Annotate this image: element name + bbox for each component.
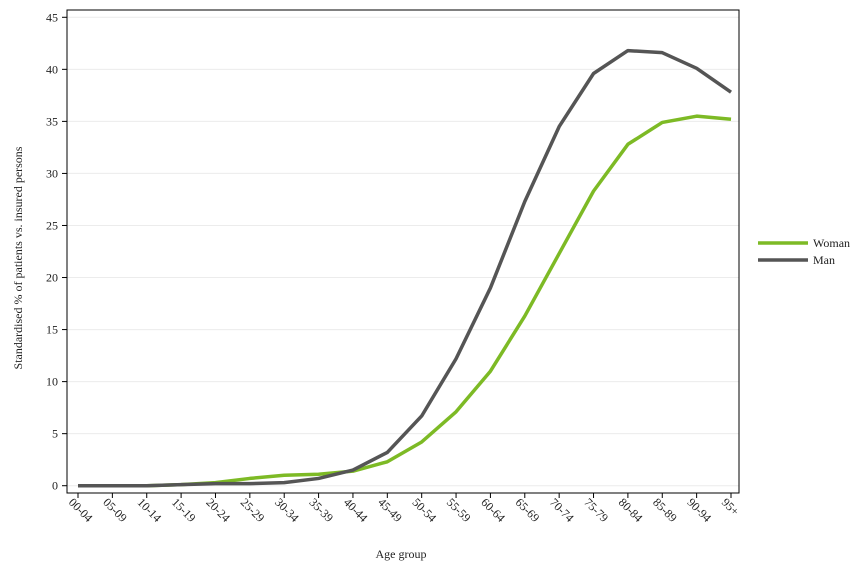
data-line <box>78 48 733 488</box>
plot-frame <box>66 9 740 494</box>
x-tick-label: 90-94 <box>685 495 715 525</box>
y-tick-label: 40 <box>46 62 58 76</box>
y-tick-label: 10 <box>46 375 58 389</box>
x-tick-label: 05-09 <box>100 495 130 525</box>
x-tick-label: 10-14 <box>135 495 165 525</box>
x-axis-label: Age group <box>376 547 427 561</box>
x-tick-label: 15-19 <box>169 495 199 525</box>
x-tick-label: 25-29 <box>238 495 268 525</box>
y-tick-label: 15 <box>46 323 58 337</box>
x-tick-label: 70-74 <box>547 495 577 525</box>
x-tick-label: 80-84 <box>616 495 646 525</box>
x-tick-label: 55-59 <box>444 495 474 525</box>
x-tick-label: 85-89 <box>650 495 680 525</box>
x-tick-label: 35-39 <box>306 495 336 525</box>
x-tick-label: 50-54 <box>410 495 440 525</box>
x-tick-label: 45-49 <box>375 495 405 525</box>
y-tick-label: 45 <box>46 10 58 24</box>
x-tick-label: 60-64 <box>478 495 508 525</box>
y-tick-label: 25 <box>46 218 58 232</box>
x-tick-label: 30-34 <box>272 495 302 525</box>
y-tick-label: 5 <box>52 427 58 441</box>
legend-label: Woman <box>813 236 850 250</box>
y-tick-label: 35 <box>46 114 58 128</box>
x-tick-label: 95+ <box>719 495 742 518</box>
y-axis-label: Standardised % of patients vs. insured p… <box>11 146 25 369</box>
x-tick-label: 20-24 <box>203 495 233 525</box>
y-tick-label: 0 <box>52 479 58 493</box>
x-tick-label: 00-04 <box>66 495 96 525</box>
y-tick-label: 20 <box>46 271 58 285</box>
data-line <box>78 114 732 488</box>
legend-label: Man <box>813 253 835 267</box>
x-tick-label: 75-79 <box>581 495 611 525</box>
x-tick-label: 40-44 <box>341 495 371 525</box>
x-tick-label: 65-69 <box>513 495 543 525</box>
y-tick-label: 30 <box>46 166 58 180</box>
